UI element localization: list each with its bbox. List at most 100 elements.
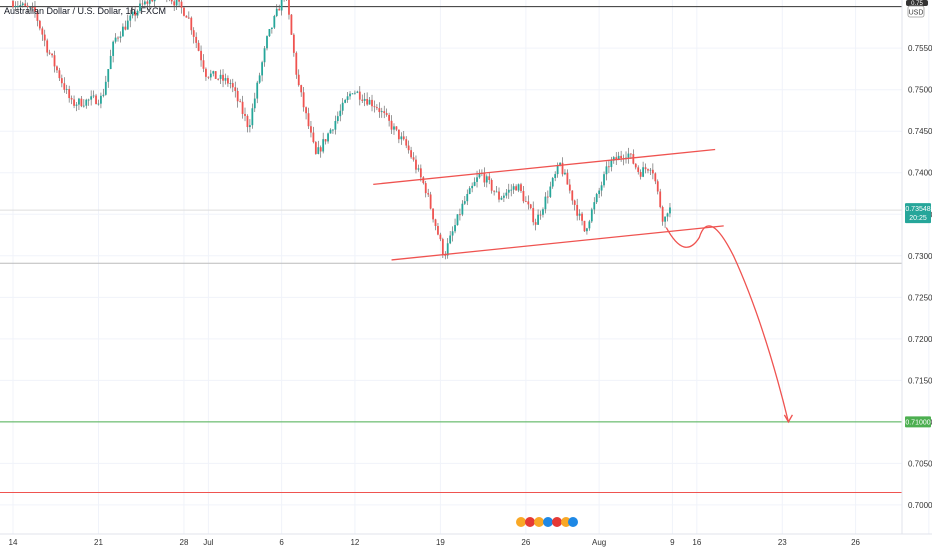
candle-body [402,136,405,140]
candle-body [459,214,461,216]
candle-body [522,191,525,202]
candle-body [554,174,557,178]
horizontal-lines [0,6,902,493]
price-tag-sublabel: 20:25 [909,215,927,222]
candle-body [80,98,83,107]
candle-body [598,190,601,195]
candle-body [561,162,564,175]
candle-body [417,168,420,170]
candle-body [139,3,141,11]
candle-body [583,220,586,232]
candle-body [578,213,581,216]
candle-body [322,139,325,152]
candle-body [632,154,635,164]
projection-arrowhead [783,414,793,424]
candle-body [268,29,271,37]
candle-body [258,75,261,83]
candle-body [576,204,579,216]
candle-body [290,14,293,35]
candle-body [368,99,371,105]
candle-body [251,108,254,126]
candle-body [324,139,327,142]
candle-body [224,78,227,81]
time-tick-label: 28 [180,538,189,547]
candle-body [366,98,369,105]
candle-body [209,73,212,78]
candle-body [527,201,530,205]
candle-body [463,201,466,204]
candle-body [385,113,388,115]
candle-body [185,15,188,18]
candle-body [656,181,659,192]
candle-body [109,55,112,70]
candle-body [90,96,93,100]
candle-body [92,95,95,97]
candle-body [568,184,571,191]
candle-body [104,81,107,95]
candle-body [537,214,539,225]
time-axis[interactable]: 14 21 28 Jul 6 12 19 26 Aug 9 16 23 26 [0,533,932,547]
candle-body [659,191,662,208]
candle-body [395,126,398,130]
chart-title: Australian Dollar / U.S. Dollar, 1h, FXC… [4,6,166,16]
candle-body [595,194,598,203]
candle-body [63,83,66,90]
candle-body [412,157,415,160]
candle-body [661,207,664,222]
candle-body [393,126,395,130]
candle-body [397,129,400,140]
candle-body [581,213,583,221]
candle-body [590,209,593,222]
candle-body [180,1,183,8]
candle-body [346,96,349,100]
candle-body [371,99,373,107]
candle-body [29,7,31,8]
candle-body [202,60,205,69]
candle-body [248,125,251,128]
candle-body [307,113,310,127]
candle-body [246,115,249,128]
candle-body [314,142,317,154]
candle-body [410,150,412,158]
candle-body [473,181,476,186]
candle-body [334,121,337,130]
candle-body [651,169,654,174]
candles [12,0,671,260]
candle-body [603,174,605,186]
candle-body [312,132,315,143]
candle-body [495,191,498,193]
candle-body [266,36,268,49]
candle-body [263,48,266,63]
candle-body [170,0,173,2]
candle-body [85,99,88,106]
currency-label: USD [909,10,924,17]
candle-body [608,166,610,168]
candle-body [446,243,449,256]
candle-body [280,0,283,11]
candle-body [642,167,645,177]
candle-body [488,176,491,180]
candle-body [419,168,422,178]
candle-body [278,8,281,11]
candle-body [214,71,217,79]
candle-body [615,157,618,161]
candle-body [466,193,469,202]
candle-body [87,99,90,101]
currency-button[interactable]: USD [907,5,925,18]
candle-body [175,0,178,6]
candle-body [505,192,508,196]
candle-body [336,116,339,122]
candle-body [100,95,102,104]
candle-body [593,202,596,210]
candle-body [356,91,359,93]
event-flags-icon[interactable] [516,517,578,527]
candle-body [339,110,342,117]
time-tick-label: Aug [592,538,606,547]
candle-body [192,30,195,37]
